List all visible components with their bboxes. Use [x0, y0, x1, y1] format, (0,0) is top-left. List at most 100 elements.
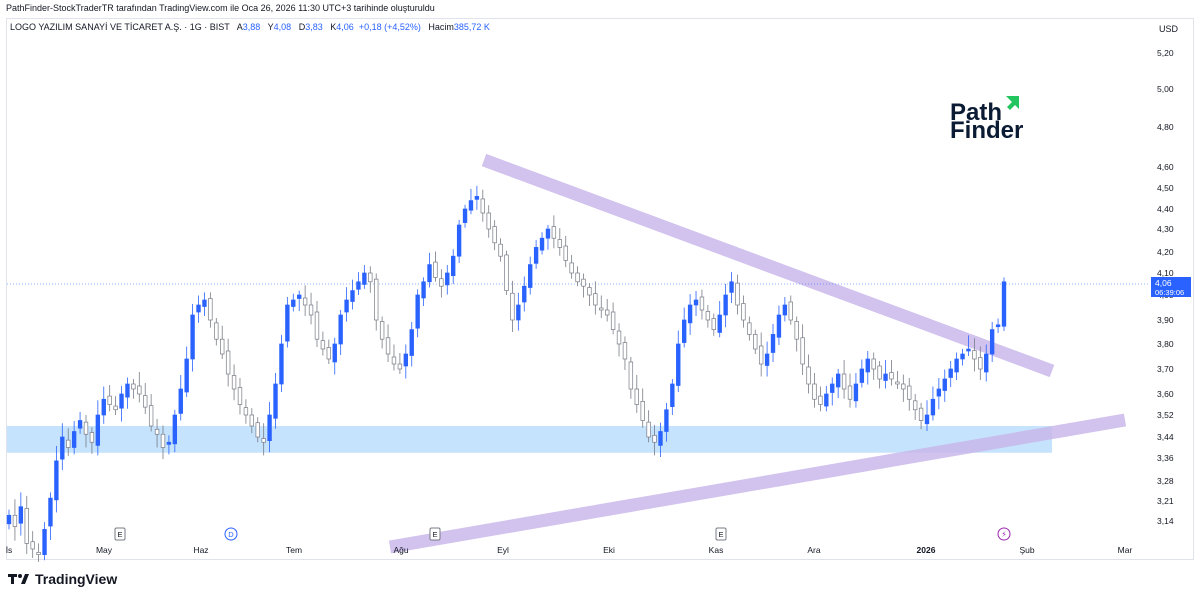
x-tick-label: Eyl — [497, 545, 509, 555]
candle-body — [285, 304, 290, 342]
high-value: 4,08 — [273, 22, 292, 32]
tradingview-logo-icon — [8, 574, 29, 584]
candle-body — [853, 383, 859, 402]
candle-body — [960, 353, 965, 360]
candle-body — [492, 226, 497, 244]
close-label: K — [330, 22, 337, 32]
pathfinder-watermark: Path Finder — [950, 96, 1023, 144]
candle-body — [30, 541, 35, 550]
candle-body — [616, 330, 622, 345]
candle-body — [148, 405, 154, 427]
chart-frame — [6, 18, 1194, 560]
candle-body — [806, 366, 811, 385]
candle-body — [71, 431, 77, 448]
y-tick-label: 3,52 — [1157, 410, 1174, 420]
candle-body — [895, 381, 900, 385]
candle-body — [18, 506, 24, 524]
candle-body — [220, 338, 225, 355]
candle-body — [711, 318, 716, 330]
candle-body — [954, 358, 959, 373]
candle-body — [338, 314, 343, 345]
candle-body — [948, 368, 953, 378]
candle-body — [374, 278, 379, 321]
x-tick-label: Kas — [709, 545, 724, 555]
candle-body — [758, 345, 764, 365]
candle-body — [907, 385, 912, 400]
candle-body — [978, 357, 983, 370]
candle-body — [859, 368, 865, 383]
publish-line: PathFinder-StockTraderTR tarafından Trad… — [6, 3, 435, 13]
candle-body — [924, 414, 930, 425]
candle-body — [131, 383, 136, 390]
candle-body — [190, 314, 195, 360]
watermark-line1: Path — [950, 99, 1002, 126]
candle-body — [788, 301, 793, 321]
currency-label[interactable]: USD — [1159, 24, 1179, 34]
candle-body — [385, 337, 391, 355]
split-event-icon — [997, 527, 1011, 541]
candle-body — [889, 372, 894, 380]
candle-body — [54, 460, 59, 501]
candle-body — [693, 299, 699, 306]
candle-body — [368, 272, 373, 283]
tradingview-brand[interactable]: TradingView — [8, 571, 117, 587]
candle-body — [800, 337, 805, 365]
y-tick-label: 4,10 — [1157, 268, 1174, 278]
y-tick-label: 3,36 — [1157, 453, 1174, 463]
y-tick-label: 3,14 — [1157, 516, 1174, 526]
candle-body — [421, 281, 426, 299]
candle-body — [984, 353, 989, 373]
candle-body — [634, 388, 639, 405]
candle-body — [753, 334, 758, 350]
candle-body — [847, 385, 853, 400]
dividend-event-icon — [224, 527, 238, 541]
candle-body — [397, 363, 403, 370]
candle-body — [818, 395, 823, 405]
arrow-icon — [1006, 96, 1019, 110]
candle-body — [291, 299, 296, 307]
change-value: +0,18 (+4,52%) — [358, 22, 421, 32]
brand-name: TradingView — [35, 571, 118, 587]
candle-body — [824, 393, 829, 407]
close-value: 4,06 — [336, 22, 354, 32]
x-tick-label: Şub — [1019, 545, 1034, 555]
candle-body — [439, 278, 444, 287]
candle-body — [770, 334, 776, 353]
volume-label: Hacim — [428, 22, 454, 32]
symbol-name[interactable]: LOGO YAZILIM SANAYİ VE TİCARET A.Ş. · 1G… — [10, 22, 230, 32]
candle-body — [599, 307, 604, 311]
candle-body — [172, 414, 178, 445]
low-value: 3,83 — [305, 22, 323, 32]
upper-trendline — [481, 153, 1055, 378]
candle-body — [640, 401, 645, 421]
candle-body — [314, 311, 320, 340]
candle-body — [154, 428, 160, 435]
candle-body — [83, 421, 89, 435]
candle-body — [782, 304, 788, 316]
candle-body — [486, 212, 491, 230]
candle-body — [835, 373, 841, 388]
y-tick-label: 5,20 — [1157, 48, 1174, 58]
candle-body — [255, 422, 260, 438]
candle-body — [468, 200, 474, 211]
candle-body — [66, 439, 71, 448]
candle-body — [480, 198, 485, 214]
candle-body — [143, 395, 148, 408]
candle-body — [681, 319, 687, 343]
candle-body — [308, 304, 314, 316]
y-tick-label: 4,80 — [1157, 122, 1174, 132]
last-price-countdown: 06:39:06 — [1155, 288, 1184, 297]
y-tick-label: 3,28 — [1157, 476, 1174, 486]
candle-body — [652, 435, 657, 443]
earnings-event-icon — [715, 527, 727, 541]
candle-body — [297, 294, 302, 299]
candle-body — [539, 237, 545, 251]
candle-body — [812, 383, 817, 400]
candle-body — [664, 409, 669, 432]
candle-body — [942, 378, 947, 391]
candle-body — [883, 373, 888, 381]
x-tick-label: Ara — [807, 545, 821, 555]
candle-body — [729, 281, 734, 293]
candle-body — [474, 196, 480, 200]
